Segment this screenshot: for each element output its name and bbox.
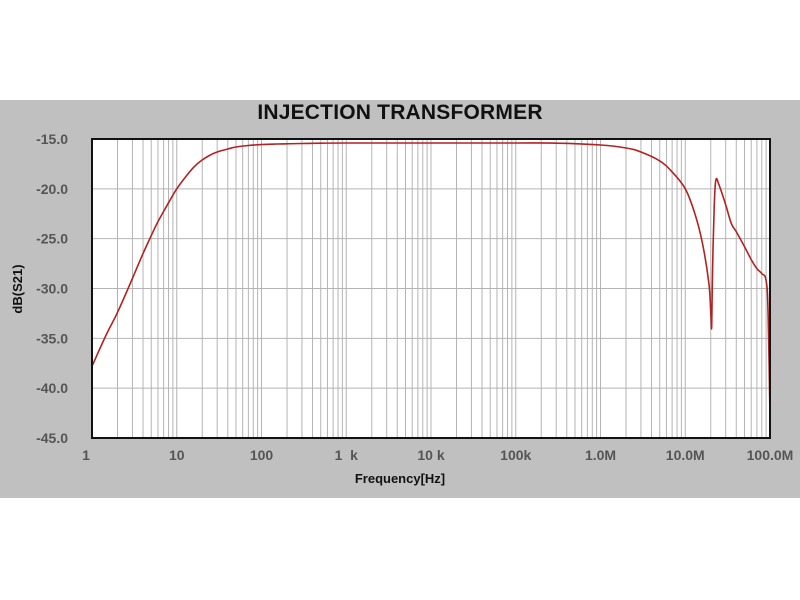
y-tick-label: -40.0 bbox=[36, 380, 68, 396]
y-axis-ticks: -15.0 -20.0 -25.0 -30.0 -35.0 -40.0 -45.0 bbox=[36, 131, 68, 446]
y-tick-label: -25.0 bbox=[36, 231, 68, 247]
y-tick-label: -30.0 bbox=[36, 281, 68, 297]
y-tick-label: -20.0 bbox=[36, 181, 68, 197]
y-tick-label: -35.0 bbox=[36, 330, 68, 346]
x-tick-label: 10 bbox=[169, 447, 185, 463]
x-tick-label: 10.0M bbox=[666, 447, 705, 463]
y-axis-label: dB(S21) bbox=[10, 264, 25, 313]
x-tick-label: 1.0M bbox=[585, 447, 616, 463]
x-tick-label: 1 k bbox=[335, 447, 359, 463]
plot-frame bbox=[91, 138, 771, 439]
x-axis-label: Frequency[Hz] bbox=[355, 471, 445, 486]
chart-title: INJECTION TRANSFORMER bbox=[257, 101, 543, 124]
x-tick-label: 100.0M bbox=[747, 447, 794, 463]
x-tick-label: 1 bbox=[82, 447, 90, 463]
s21-curve bbox=[91, 142, 771, 419]
x-tick-label: 100k bbox=[500, 447, 531, 463]
y-tick-label: -45.0 bbox=[36, 430, 68, 446]
grid-lines bbox=[92, 139, 770, 438]
x-tick-label: 100 bbox=[250, 447, 274, 463]
x-axis-ticks: 1 10 100 1 k 10 k 100k 1.0M 10.0M 100.0M bbox=[82, 447, 793, 463]
y-tick-label: -15.0 bbox=[36, 131, 68, 147]
x-tick-label: 10 k bbox=[417, 447, 444, 463]
